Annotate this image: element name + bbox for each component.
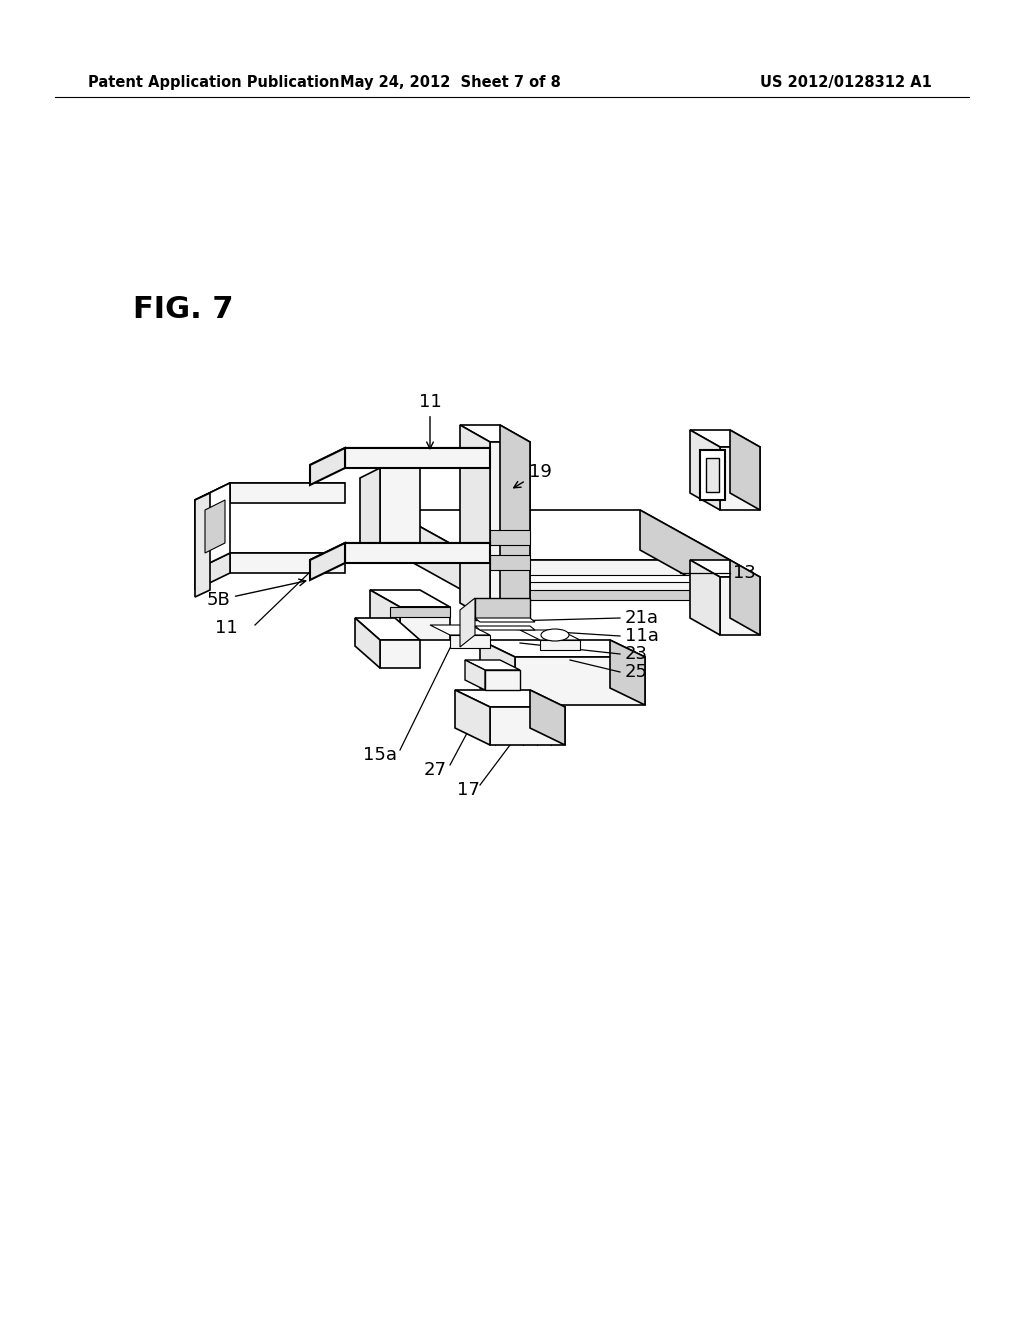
Text: 15a: 15a <box>362 746 397 764</box>
Polygon shape <box>370 590 450 607</box>
Polygon shape <box>490 554 530 570</box>
Polygon shape <box>610 640 645 705</box>
Polygon shape <box>465 660 485 690</box>
Polygon shape <box>430 624 490 635</box>
Polygon shape <box>640 510 730 601</box>
Polygon shape <box>355 618 380 668</box>
Text: 21a: 21a <box>625 609 659 627</box>
Polygon shape <box>460 425 530 442</box>
Polygon shape <box>230 483 345 503</box>
Polygon shape <box>480 560 730 601</box>
Polygon shape <box>720 577 760 635</box>
Polygon shape <box>690 560 760 577</box>
Polygon shape <box>485 576 700 582</box>
Polygon shape <box>690 430 760 447</box>
Polygon shape <box>390 510 480 601</box>
Text: 11: 11 <box>419 393 441 449</box>
Text: 11: 11 <box>215 619 238 638</box>
Polygon shape <box>195 483 345 500</box>
Polygon shape <box>480 640 645 657</box>
Polygon shape <box>730 430 760 510</box>
Polygon shape <box>195 553 345 570</box>
Polygon shape <box>355 618 420 640</box>
Text: 19: 19 <box>514 463 552 488</box>
Polygon shape <box>380 640 420 668</box>
Polygon shape <box>520 630 580 640</box>
Polygon shape <box>310 543 490 560</box>
Polygon shape <box>345 543 490 564</box>
Text: 17: 17 <box>457 781 479 799</box>
Polygon shape <box>475 626 535 630</box>
Text: 23: 23 <box>625 645 648 663</box>
Polygon shape <box>460 598 475 647</box>
Text: 25: 25 <box>625 663 648 681</box>
Text: US 2012/0128312 A1: US 2012/0128312 A1 <box>760 74 932 90</box>
Polygon shape <box>195 483 230 520</box>
Ellipse shape <box>693 574 707 582</box>
Text: Patent Application Publication: Patent Application Publication <box>88 74 340 90</box>
Polygon shape <box>475 618 535 622</box>
Polygon shape <box>195 553 230 590</box>
Text: FIG. 7: FIG. 7 <box>133 296 233 325</box>
Polygon shape <box>400 607 450 640</box>
Polygon shape <box>540 640 580 649</box>
Polygon shape <box>480 590 730 601</box>
Polygon shape <box>390 510 730 560</box>
Polygon shape <box>500 425 530 620</box>
Polygon shape <box>370 590 400 640</box>
Polygon shape <box>720 447 760 510</box>
Polygon shape <box>380 469 420 543</box>
Polygon shape <box>485 671 520 690</box>
Polygon shape <box>195 492 210 597</box>
Ellipse shape <box>541 630 569 642</box>
Text: 27: 27 <box>424 762 446 779</box>
Polygon shape <box>345 447 490 469</box>
Polygon shape <box>310 543 345 579</box>
Polygon shape <box>460 425 490 620</box>
Text: 11a: 11a <box>625 627 658 645</box>
Polygon shape <box>465 660 520 671</box>
Polygon shape <box>205 500 225 553</box>
Polygon shape <box>730 560 760 635</box>
Polygon shape <box>455 690 565 708</box>
Text: May 24, 2012  Sheet 7 of 8: May 24, 2012 Sheet 7 of 8 <box>340 74 560 90</box>
Polygon shape <box>390 607 450 616</box>
Polygon shape <box>310 447 490 465</box>
Polygon shape <box>490 531 530 545</box>
Polygon shape <box>360 469 380 553</box>
Text: 13: 13 <box>733 564 756 582</box>
Polygon shape <box>690 430 720 510</box>
Polygon shape <box>490 442 530 620</box>
Text: 5B: 5B <box>206 579 306 609</box>
Polygon shape <box>310 447 345 484</box>
Polygon shape <box>475 598 530 620</box>
Polygon shape <box>455 690 490 744</box>
Polygon shape <box>690 560 720 635</box>
Polygon shape <box>530 690 565 744</box>
Polygon shape <box>700 450 725 500</box>
Polygon shape <box>706 458 719 492</box>
Polygon shape <box>230 553 345 573</box>
Polygon shape <box>515 657 645 705</box>
Polygon shape <box>480 640 515 705</box>
Polygon shape <box>490 708 565 744</box>
Polygon shape <box>450 635 490 648</box>
Polygon shape <box>195 483 230 570</box>
